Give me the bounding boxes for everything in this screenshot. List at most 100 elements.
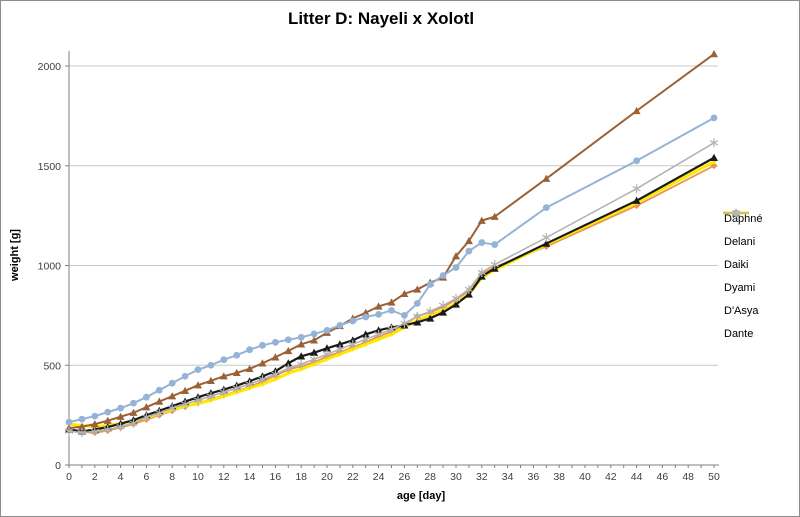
- data-point-marker: [259, 341, 266, 349]
- data-point-marker: [335, 340, 344, 348]
- data-point-marker: [426, 314, 435, 322]
- data-point-marker: [272, 338, 279, 346]
- data-point-marker: [297, 352, 306, 360]
- data-point-marker: [90, 420, 99, 428]
- data-point-marker: [271, 353, 280, 361]
- x-tick-label: 12: [218, 471, 230, 483]
- x-tick-label: 18: [295, 471, 307, 483]
- data-point-marker: [90, 426, 100, 436]
- data-point-marker: [297, 333, 305, 341]
- data-point-marker: [309, 354, 319, 364]
- data-point-marker: [413, 285, 422, 293]
- data-point-marker: [77, 428, 87, 438]
- data-point-marker: [167, 403, 177, 413]
- data-point-marker: [155, 397, 164, 405]
- data-point-marker: [129, 408, 138, 416]
- data-point-marker: [542, 233, 551, 243]
- x-tick-label: 22: [347, 471, 359, 483]
- data-point-marker: [400, 289, 409, 298]
- data-point-marker: [103, 424, 112, 434]
- data-point-marker: [311, 361, 317, 367]
- data-point-marker: [477, 216, 486, 224]
- data-point-marker: [310, 336, 319, 344]
- data-point-marker: [632, 184, 641, 194]
- legend-marker-icon: [723, 208, 749, 218]
- data-point-marker: [413, 300, 421, 307]
- series-line: [68, 53, 715, 430]
- data-point-marker: [401, 311, 408, 319]
- x-tick-label: 36: [528, 471, 540, 483]
- legend-label: D'Asya: [724, 304, 759, 317]
- data-point-marker: [142, 412, 151, 422]
- data-point-marker: [490, 260, 499, 270]
- data-point-marker: [374, 302, 383, 310]
- data-point-marker: [194, 381, 202, 389]
- legend-item: Delani: [723, 209, 799, 253]
- data-point-marker: [477, 267, 487, 277]
- data-point-marker: [207, 361, 215, 369]
- data-point-marker: [452, 252, 460, 260]
- x-axis-title: age [day]: [396, 490, 446, 502]
- legend-item: D'Asya: [723, 210, 799, 322]
- y-tick-label: 0: [55, 460, 61, 472]
- data-point-marker: [64, 426, 74, 436]
- data-point-marker: [220, 356, 228, 364]
- data-point-marker: [491, 241, 499, 248]
- x-tick-label: 50: [708, 471, 720, 483]
- data-point-marker: [709, 138, 719, 148]
- data-point-marker: [258, 359, 267, 367]
- data-point-marker: [439, 308, 448, 316]
- y-tick-label: 1000: [38, 261, 62, 273]
- data-point-marker: [387, 324, 396, 334]
- data-point-marker: [337, 351, 343, 357]
- data-point-marker: [194, 366, 202, 374]
- x-tick-label: 6: [143, 471, 149, 483]
- data-point-marker: [349, 317, 357, 325]
- x-tick-label: 26: [399, 471, 411, 483]
- x-tick-label: 42: [605, 471, 617, 483]
- data-point-marker: [374, 329, 383, 339]
- data-point-marker: [324, 356, 330, 362]
- x-tick-label: 40: [579, 471, 591, 483]
- x-tick-label: 2: [92, 471, 98, 483]
- data-point-marker: [219, 387, 229, 397]
- x-tick-label: 14: [244, 471, 256, 483]
- x-tick-label: 24: [373, 471, 385, 483]
- x-tick-label: 38: [553, 471, 565, 483]
- data-point-marker: [452, 300, 460, 308]
- x-tick-label: 46: [657, 471, 669, 483]
- data-point-marker: [168, 392, 177, 400]
- data-point-marker: [155, 408, 164, 418]
- y-tick-label: 500: [43, 360, 61, 372]
- data-point-marker: [710, 153, 718, 161]
- data-point-marker: [219, 372, 228, 380]
- data-point-marker: [284, 363, 293, 373]
- x-tick-label: 44: [631, 471, 643, 483]
- data-point-marker: [245, 364, 254, 373]
- data-point-marker: [206, 376, 215, 385]
- data-point-marker: [232, 368, 241, 377]
- data-point-marker: [542, 174, 551, 182]
- data-point-marker: [193, 395, 203, 405]
- chart-title: Litter D: Nayeli x Xolotl: [287, 9, 475, 28]
- data-point-marker: [322, 349, 332, 359]
- x-tick-label: 20: [321, 471, 333, 483]
- data-point-marker: [350, 346, 356, 352]
- data-point-marker: [142, 403, 151, 411]
- legend: Daphné Delani Daiki Dyami D'Asya Dante: [723, 207, 799, 345]
- data-point-marker: [451, 293, 461, 303]
- data-point-marker: [116, 412, 125, 420]
- data-point-marker: [323, 344, 331, 352]
- data-point-marker: [465, 247, 473, 255]
- data-point-marker: [116, 422, 125, 432]
- y-tick-label: 2000: [38, 61, 62, 73]
- data-point-marker: [362, 313, 370, 321]
- data-point-marker: [130, 399, 137, 407]
- x-tick-label: 48: [682, 471, 694, 483]
- data-point-marker: [91, 412, 99, 420]
- data-point-marker: [260, 381, 265, 387]
- data-point-marker: [232, 383, 241, 393]
- data-point-marker: [143, 393, 150, 401]
- data-point-marker: [348, 339, 358, 349]
